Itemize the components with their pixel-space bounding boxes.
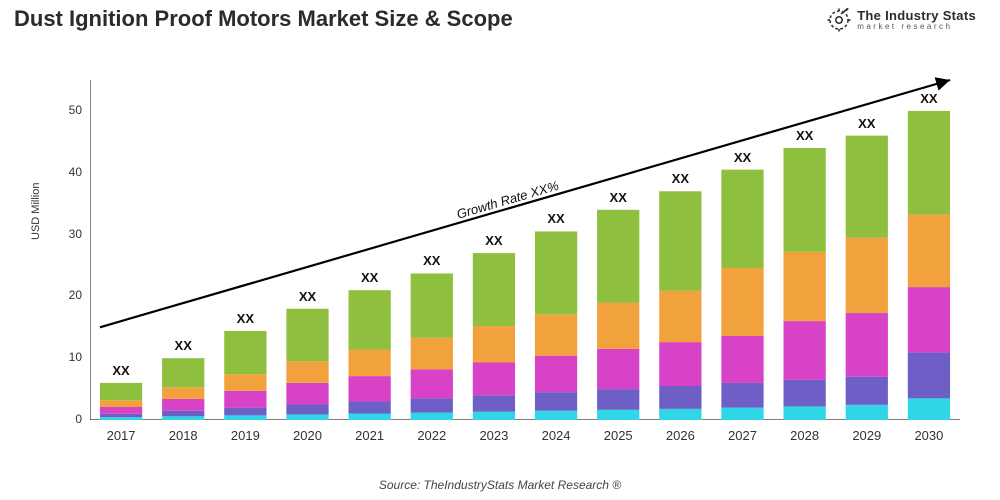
x-tick-label: 2028 [780,428,830,443]
x-tick-label: 2030 [904,428,954,443]
bar-value-label: XX [531,211,581,226]
x-tick-label: 2024 [531,428,581,443]
bar-value-label: XX [904,91,954,106]
bar-value-label: XX [220,311,270,326]
x-tick-label: 2017 [96,428,146,443]
x-tick-label: 2019 [220,428,270,443]
bar-value-label: XX [96,363,146,378]
chart-plot-area [90,70,970,420]
x-tick-label: 2029 [842,428,892,443]
x-tick-label: 2025 [593,428,643,443]
y-tick-label: 20 [52,288,82,302]
bar-value-label: XX [780,128,830,143]
bar-value-label: XX [407,253,457,268]
y-tick-label: 10 [52,350,82,364]
bar-value-label: XX [718,150,768,165]
y-tick-label: 30 [52,227,82,241]
gear-icon [827,8,851,32]
bar-value-label: XX [655,171,705,186]
x-tick-label: 2021 [345,428,395,443]
y-tick-label: 40 [52,165,82,179]
bar-value-label: XX [345,270,395,285]
bar-value-label: XX [469,233,519,248]
x-tick-label: 2026 [655,428,705,443]
bar-value-label: XX [158,338,208,353]
brand-logo: The Industry Stats market research [827,8,976,32]
bar-value-label: XX [283,289,333,304]
x-tick-label: 2023 [469,428,519,443]
y-axis-label: USD Million [30,183,42,240]
logo-sub-text: market research [857,23,976,31]
x-tick-label: 2020 [283,428,333,443]
y-tick-label: 50 [52,103,82,117]
source-attribution: Source: TheIndustryStats Market Research… [0,478,1000,492]
chart-title: Dust Ignition Proof Motors Market Size &… [14,6,513,32]
chart-svg [90,70,970,420]
x-tick-label: 2018 [158,428,208,443]
y-tick-label: 0 [52,412,82,426]
logo-main-text: The Industry Stats [857,9,976,22]
x-tick-label: 2022 [407,428,457,443]
bar-value-label: XX [842,116,892,131]
bar-value-label: XX [593,190,643,205]
x-tick-label: 2027 [718,428,768,443]
